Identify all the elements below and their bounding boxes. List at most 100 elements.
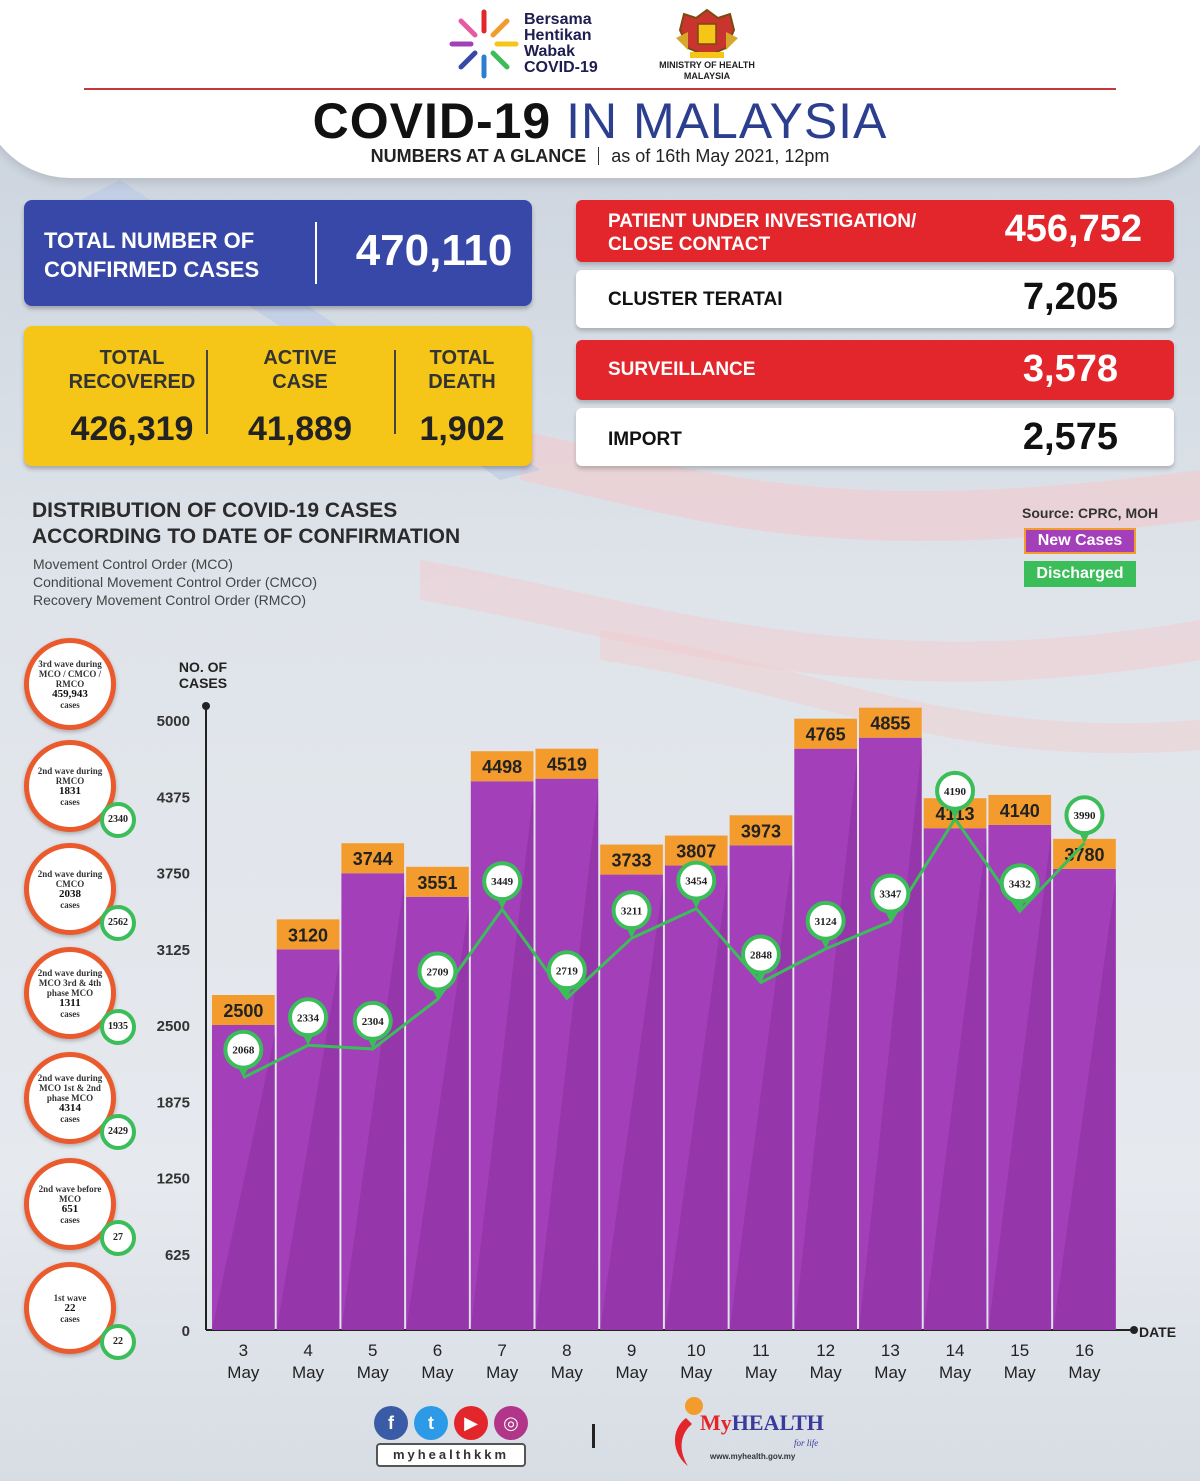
bar-cap <box>859 707 922 738</box>
discharged-point-pin <box>819 936 832 949</box>
discharged-value-label: 2709 <box>426 967 449 979</box>
instagram-icon[interactable]: ◎ <box>494 1406 528 1440</box>
x-tick-day: 14 <box>946 1341 965 1360</box>
bar-value-label: 4498 <box>482 757 522 777</box>
y-tick-label: 625 <box>165 1247 190 1264</box>
bar-value-label: 3807 <box>676 842 716 862</box>
import-card: IMPORT 2,575 <box>576 408 1174 466</box>
bar-shade <box>212 1035 275 1330</box>
recovered-stat: TOTAL RECOVERED 426,319 <box>68 347 196 448</box>
discharged-value-label: 3347 <box>879 889 902 901</box>
discharged-value-label: 3211 <box>621 905 642 917</box>
bar-cap <box>212 995 275 1025</box>
x-axis-label: DATE <box>1139 1324 1176 1340</box>
x-tick-day: 3 <box>239 1341 248 1360</box>
discharged-point-pin <box>496 897 509 910</box>
y-tick-label: 4375 <box>157 789 190 806</box>
wave-cases-suffix: cases <box>60 899 80 910</box>
discharged-value-label: 2719 <box>556 965 579 977</box>
bar-cap <box>276 919 340 950</box>
social-links: f t ▶ ◎ <box>374 1406 534 1446</box>
x-tick-day: 12 <box>816 1341 835 1360</box>
y-tick-label: 5000 <box>157 713 190 730</box>
social-handle[interactable]: myhealthkkm <box>376 1443 526 1467</box>
x-tick-month: May <box>615 1363 648 1382</box>
y-tick-label: 1250 <box>157 1171 190 1188</box>
wave-discharged-badge: 2340 <box>100 802 136 838</box>
bar-shade <box>470 791 534 1330</box>
discharged-point-pin <box>302 1033 315 1046</box>
x-tick-day: 4 <box>303 1341 312 1360</box>
bar-value-label: 4765 <box>806 725 846 745</box>
x-tick-month: May <box>810 1363 843 1382</box>
x-tick-month: May <box>421 1363 454 1382</box>
bar-value-label: 4855 <box>870 714 910 734</box>
x-tick-day: 9 <box>627 1341 636 1360</box>
bar-cap <box>794 718 857 749</box>
active-stat: ACTIVE CASE 41,889 <box>248 347 352 448</box>
page-subtitle: NUMBERS AT A GLANCE as of 16th May 2021, … <box>370 146 830 166</box>
header-divider <box>84 88 1116 90</box>
discharged-point-pin <box>1078 831 1091 844</box>
x-tick-day: 13 <box>881 1341 900 1360</box>
discharged-value-label: 2848 <box>750 950 773 962</box>
runner-icon <box>674 1397 703 1466</box>
wave-label: 2nd wave during MCO 1st & 2nd phase MCO <box>37 1072 103 1103</box>
bar-value-label: 3733 <box>612 851 652 871</box>
bar-shade <box>406 906 469 1330</box>
y-tick-label: 2500 <box>157 1018 190 1035</box>
wave-cases: 4314 <box>59 1101 81 1114</box>
bar-shade <box>1053 878 1116 1330</box>
y-axis-label-line1: NO. OF <box>179 659 228 675</box>
discharged-value-label: 2068 <box>232 1045 255 1057</box>
youtube-icon[interactable]: ▶ <box>454 1406 488 1440</box>
wave-discharged-badge: 2562 <box>100 905 136 941</box>
x-tick-day: 15 <box>1010 1341 1029 1360</box>
y-axis-label-line2: CASES <box>179 675 227 691</box>
x-tick-day: 5 <box>368 1341 377 1360</box>
bar-value-label: 2500 <box>223 1001 263 1021</box>
bar-value-label: 4519 <box>547 755 587 775</box>
campaign-logo-text: Bersama Hentikan Wabak COVID-19 <box>524 11 598 76</box>
x-tick-month: May <box>1068 1363 1101 1382</box>
wave-cases: 22 <box>64 1301 76 1314</box>
bar-shade <box>600 884 663 1330</box>
chart-notes: Movement Control Order (MCO) Conditional… <box>33 556 317 608</box>
chart-source: Source: CPRC, MOH <box>1022 505 1159 521</box>
facebook-icon[interactable]: f <box>374 1406 408 1440</box>
bar-shade <box>341 883 405 1330</box>
wave-label: 1st wave <box>53 1292 87 1303</box>
myhealth-logo: MyHEALTH for life www.myhealth.gov.my <box>666 1390 836 1470</box>
legend-discharged: Discharged <box>1024 561 1136 587</box>
confirmed-cases-value: 470,110 <box>355 226 513 275</box>
x-tick-day: 6 <box>433 1341 442 1360</box>
bar-shade <box>923 838 987 1330</box>
wave-label: 3rd wave during MCO / CMCO / RMCO <box>38 658 102 689</box>
campaign-logo-icon <box>449 9 519 79</box>
x-tick-day: 10 <box>687 1341 706 1360</box>
legend-new-cases: New Cases <box>1024 528 1136 554</box>
x-tick-month: May <box>680 1363 713 1382</box>
discharged-value-label: 2334 <box>297 1012 320 1024</box>
x-axis-end <box>1130 1326 1138 1334</box>
x-tick-day: 8 <box>562 1341 571 1360</box>
death-stat: TOTAL DEATH 1,902 <box>419 347 505 448</box>
twitter-icon[interactable]: t <box>414 1406 448 1440</box>
discharged-value-label: 3449 <box>491 876 514 888</box>
wave-cases: 2038 <box>59 887 81 900</box>
pui-card: PATIENT UNDER INVESTIGATION/CLOSE CONTAC… <box>576 200 1174 262</box>
surveillance-card: SURVEILLANCE 3,578 <box>576 340 1174 400</box>
wave-cases-suffix: cases <box>60 1313 80 1324</box>
bar-cap <box>341 843 405 874</box>
wave-cases-suffix: cases <box>60 1214 80 1225</box>
wave-cases: 651 <box>61 1202 79 1215</box>
chart-title: DISTRIBUTION OF COVID-19 CASES ACCORDING … <box>32 499 461 548</box>
bar-cap <box>406 866 469 897</box>
wave-label: 2nd wave during CMCO <box>37 868 103 889</box>
discharged-point-pin <box>560 986 573 999</box>
wave-circle: 3rd wave during MCO / CMCO / RMCO 459,943… <box>24 638 116 730</box>
bar-cap <box>988 794 1052 825</box>
outcome-stats-card: TOTAL RECOVERED 426,319 ACTIVE CASE 41,889… <box>24 326 532 466</box>
x-tick-month: May <box>551 1363 584 1382</box>
